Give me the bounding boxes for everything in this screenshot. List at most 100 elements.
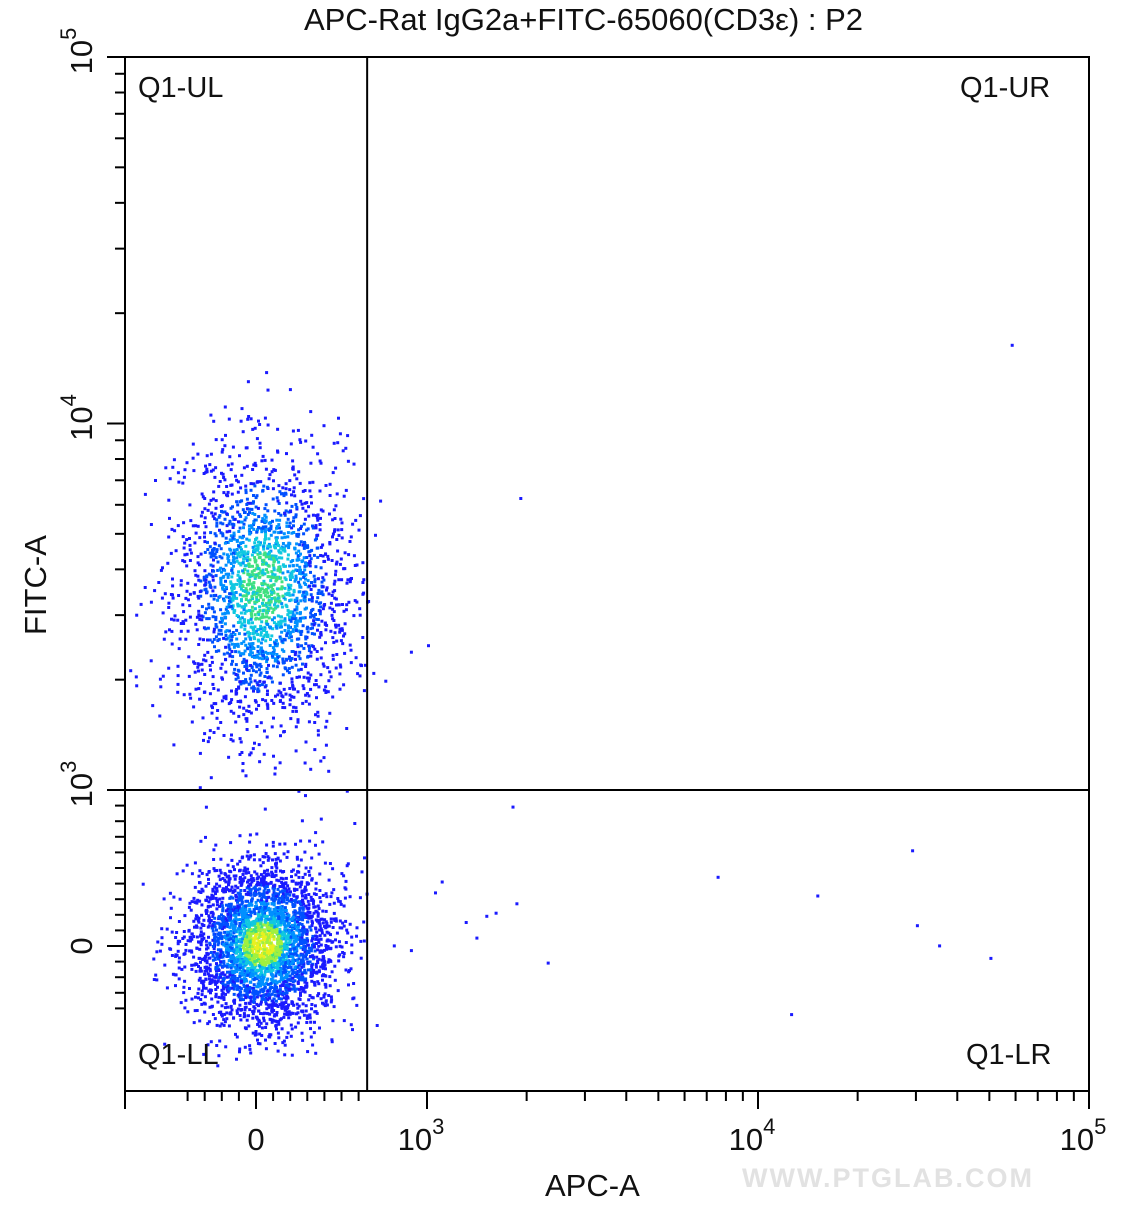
event-dot <box>304 944 307 948</box>
event-dot <box>205 873 209 877</box>
event-dot <box>261 974 265 978</box>
event-dot <box>232 992 236 996</box>
event-dot <box>219 721 223 724</box>
event-dot <box>229 958 233 962</box>
event-dot <box>260 939 264 943</box>
event-dot <box>292 1003 296 1007</box>
event-dot <box>258 1042 262 1046</box>
event-dot <box>247 886 251 890</box>
event-dot <box>287 592 291 595</box>
event-dot <box>186 629 190 633</box>
event-dot <box>260 879 264 883</box>
event-dot <box>272 648 276 652</box>
event-dot <box>336 897 340 900</box>
event-dot <box>225 524 229 528</box>
event-dot <box>240 907 244 911</box>
event-dot <box>290 617 294 621</box>
event-dot <box>258 679 262 683</box>
event-dot <box>229 914 233 918</box>
event-dot <box>291 613 295 617</box>
event-dot <box>200 662 204 666</box>
event-dot <box>252 689 255 693</box>
event-dot <box>294 577 298 581</box>
event-dot <box>240 900 244 904</box>
event-dot <box>246 944 250 948</box>
event-dot <box>292 531 296 534</box>
event-dot <box>167 498 171 502</box>
event-dot <box>252 635 256 639</box>
event-dot <box>251 626 255 630</box>
event-dot <box>165 927 169 931</box>
event-dot <box>315 942 318 945</box>
event-dot <box>288 974 292 978</box>
event-dot <box>275 981 279 985</box>
event-dot <box>252 858 256 862</box>
event-dot <box>243 961 247 965</box>
event-dot <box>284 487 288 491</box>
event-dot <box>250 553 254 557</box>
event-dot <box>257 891 261 895</box>
event-dot <box>226 556 230 560</box>
event-dot <box>214 843 218 847</box>
event-dot <box>198 697 202 701</box>
event-dot <box>319 997 323 1001</box>
event-dot <box>270 575 274 579</box>
event-dot <box>223 517 227 521</box>
event-dot <box>221 575 225 579</box>
event-dot <box>311 614 315 618</box>
event-dot <box>234 720 238 724</box>
event-dot <box>234 912 238 916</box>
event-dot <box>267 663 270 667</box>
event-dot <box>283 932 287 936</box>
event-dot <box>243 624 247 628</box>
event-dot <box>168 628 171 632</box>
event-dot <box>276 614 280 618</box>
event-dot <box>284 909 288 912</box>
event-dot <box>202 918 206 922</box>
event-dot <box>200 989 204 993</box>
event-dot <box>315 617 319 621</box>
event-dot <box>213 517 217 521</box>
event-dot <box>289 965 293 969</box>
event-dot <box>218 480 222 483</box>
event-dot <box>342 874 346 878</box>
event-dot <box>234 935 237 939</box>
event-dot <box>224 873 228 877</box>
event-dot <box>234 929 238 933</box>
event-dot <box>232 555 235 559</box>
event-dot <box>211 953 215 957</box>
event-dot <box>228 455 232 459</box>
event-dot <box>187 905 191 909</box>
event-dot <box>280 983 284 987</box>
event-dot <box>258 556 262 559</box>
event-dot <box>292 887 296 891</box>
event-dot <box>273 930 277 934</box>
event-dot <box>286 947 290 951</box>
event-dot <box>251 642 255 645</box>
event-dot <box>206 540 209 544</box>
event-dot <box>254 1030 258 1033</box>
event-dot <box>335 560 339 564</box>
event-dot <box>243 564 247 568</box>
event-dot <box>308 839 312 843</box>
event-dot <box>263 946 267 950</box>
event-dot <box>227 874 231 878</box>
event-dot <box>225 1017 229 1021</box>
event-dot <box>302 646 306 650</box>
event-dot <box>203 1010 207 1014</box>
event-dot <box>223 1012 227 1016</box>
event-dot <box>262 944 266 948</box>
event-dot <box>351 522 355 526</box>
event-dot <box>226 490 230 494</box>
event-dot <box>218 904 221 908</box>
event-dot <box>234 689 238 693</box>
event-dot <box>242 1012 246 1016</box>
event-dot <box>237 520 240 524</box>
event-dot <box>270 597 274 601</box>
event-dot <box>300 889 304 893</box>
event-dot <box>281 594 285 598</box>
event-dot <box>272 621 276 625</box>
event-dot <box>275 665 279 669</box>
event-dot <box>270 699 274 702</box>
event-dot <box>253 513 257 516</box>
